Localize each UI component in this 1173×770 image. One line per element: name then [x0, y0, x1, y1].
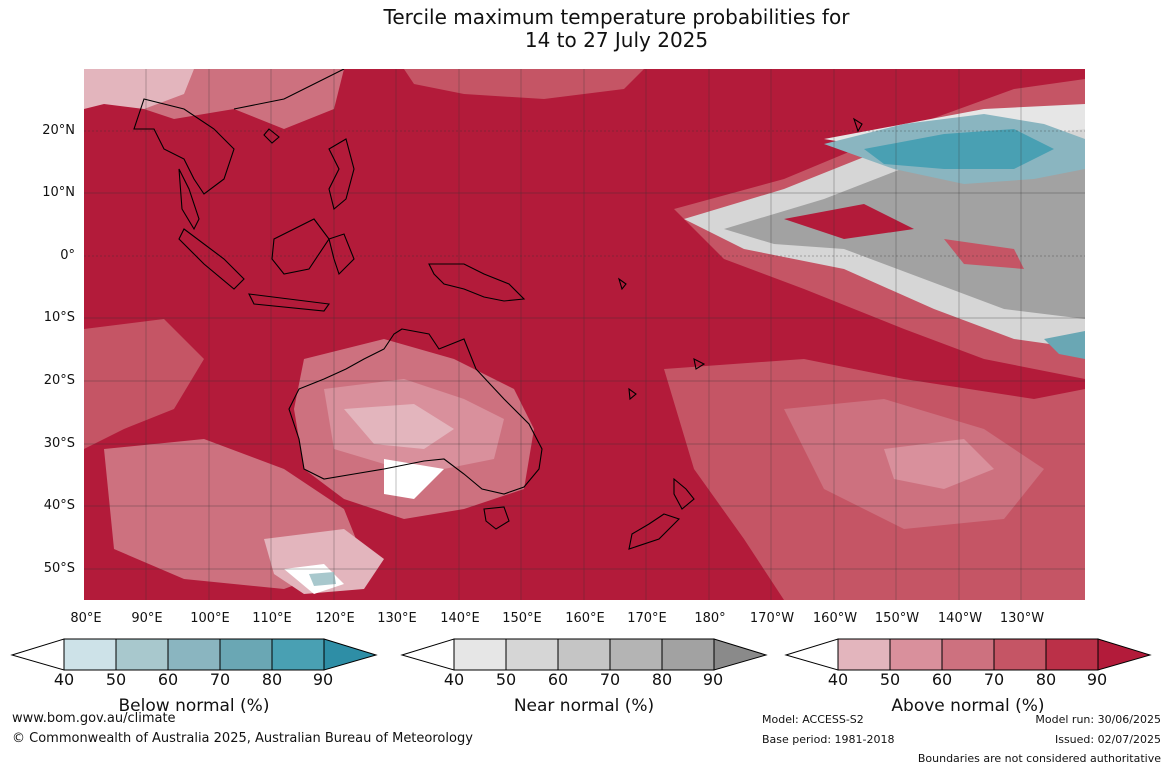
map-gridlines [84, 69, 1085, 600]
colorbar-tick: 40 [443, 670, 465, 689]
colorbar-tick: 50 [105, 670, 127, 689]
indochina-outline [133, 98, 235, 195]
base-period-text: Base period: 1981-2018 [762, 733, 895, 746]
lat-label: 50°S [43, 561, 75, 576]
colorbar-tick: 40 [53, 670, 75, 689]
colorbar-tick: 80 [651, 670, 673, 689]
sumatra-java-outline [178, 228, 330, 312]
lon-label: 110°E [252, 611, 292, 626]
lon-label: 170°E [627, 611, 667, 626]
probability-map [84, 69, 1085, 600]
malay-peninsula-outline [178, 168, 200, 231]
website-link[interactable]: www.bom.gov.au/climate [12, 711, 176, 726]
above-normal-patches [84, 69, 1085, 600]
colorbar-segment [889, 638, 943, 671]
colorbar-segment [609, 638, 663, 671]
colorbar-segment [115, 638, 169, 671]
lon-label: 180° [694, 611, 726, 626]
lon-label: 150°E [502, 611, 542, 626]
pacific-islands [618, 277, 706, 401]
colorbar-tick: 60 [931, 670, 953, 689]
colorbar-tick: 90 [312, 670, 334, 689]
lon-label: 150°W [874, 611, 920, 626]
map-title-line-2: 14 to 27 July 2025 [524, 28, 709, 52]
disclaimer-text: Boundaries are not considered authoritat… [917, 752, 1161, 765]
map-title-line-1: Tercile maximum temperature probabilitie… [383, 5, 850, 29]
model-run-text: Model run: 30/06/2025 [1035, 713, 1161, 726]
colorbar-tick: 90 [702, 670, 724, 689]
lon-label: 130°E [377, 611, 417, 626]
colorbar-segment [63, 638, 117, 671]
australia-outline [288, 328, 543, 495]
colorbar-segment [1045, 638, 1099, 671]
new-zealand-outline [628, 477, 695, 550]
colorbar-segment [271, 638, 325, 671]
lat-label: 40°S [43, 498, 75, 513]
lat-label: 20°S [43, 373, 75, 388]
coastlines [133, 69, 863, 550]
lon-label: 160°E [565, 611, 605, 626]
tasmania-outline [483, 506, 510, 530]
colorbar-segment [219, 638, 273, 671]
colorbar-extend-high [323, 638, 378, 671]
lat-label: 0° [60, 248, 75, 263]
colorbar-tick: 70 [983, 670, 1005, 689]
colorbar-segment [557, 638, 611, 671]
colorbar-extend-low [784, 638, 839, 671]
colorbar-extend-high [713, 638, 768, 671]
colorbar-extend-low [400, 638, 455, 671]
hawaii-outline [852, 117, 863, 133]
lat-label: 20°N [42, 123, 75, 138]
lon-label: 100°E [190, 611, 230, 626]
lon-label: 130°W [999, 611, 1045, 626]
sulawesi-outline [328, 233, 355, 276]
lon-label: 90°E [131, 611, 163, 626]
lon-label: 120°E [315, 611, 355, 626]
colorbar-segment [505, 638, 559, 671]
lat-label: 10°S [43, 310, 75, 325]
colorbar-tick: 70 [209, 670, 231, 689]
colorbar-tick: 80 [1035, 670, 1057, 689]
colorbar-segment [661, 638, 715, 671]
colorbar-tick: 60 [157, 670, 179, 689]
colorbar-tick: 60 [547, 670, 569, 689]
colorbar-segment [941, 638, 995, 671]
above-normal-colorbar [784, 638, 1152, 671]
lon-label: 160°W [812, 611, 858, 626]
borneo-outline [271, 218, 330, 275]
colorbar-tick: 50 [495, 670, 517, 689]
new-guinea-outline [428, 263, 526, 302]
model-text: Model: ACCESS-S2 [762, 713, 864, 726]
below-normal-patch [824, 114, 1085, 359]
colorbar-extend-high [1097, 638, 1152, 671]
below-normal-colorbar [10, 638, 378, 671]
lon-label: 80°E [70, 611, 102, 626]
issued-text: Issued: 02/07/2025 [1054, 733, 1161, 746]
near-normal-colorbar [400, 638, 768, 671]
above-normal-colorbar-title: Above normal (%) [891, 696, 1045, 716]
lat-label: 30°S [43, 436, 75, 451]
near-normal-colorbar-title: Near normal (%) [513, 696, 655, 716]
colorbar-tick: 90 [1086, 670, 1108, 689]
colorbar-segment [453, 638, 507, 671]
china-coast-outline [233, 69, 345, 144]
philippines-outline [328, 138, 355, 210]
lon-label: 140°E [440, 611, 480, 626]
colorbar-tick: 80 [261, 670, 283, 689]
lat-label: 10°N [42, 185, 75, 200]
colorbar-tick: 40 [827, 670, 849, 689]
colorbar-extend-low [10, 638, 65, 671]
lon-label: 170°W [749, 611, 795, 626]
colorbar-segment [993, 638, 1047, 671]
copyright-text: © Commonwealth of Australia 2025, Austra… [12, 731, 473, 746]
colorbar-segment [167, 638, 221, 671]
colorbar-tick: 50 [879, 670, 901, 689]
lon-label: 140°W [937, 611, 983, 626]
colorbar-tick: 70 [599, 670, 621, 689]
colorbar-segment [837, 638, 891, 671]
below-normal-colorbar-title: Below normal (%) [118, 696, 270, 716]
